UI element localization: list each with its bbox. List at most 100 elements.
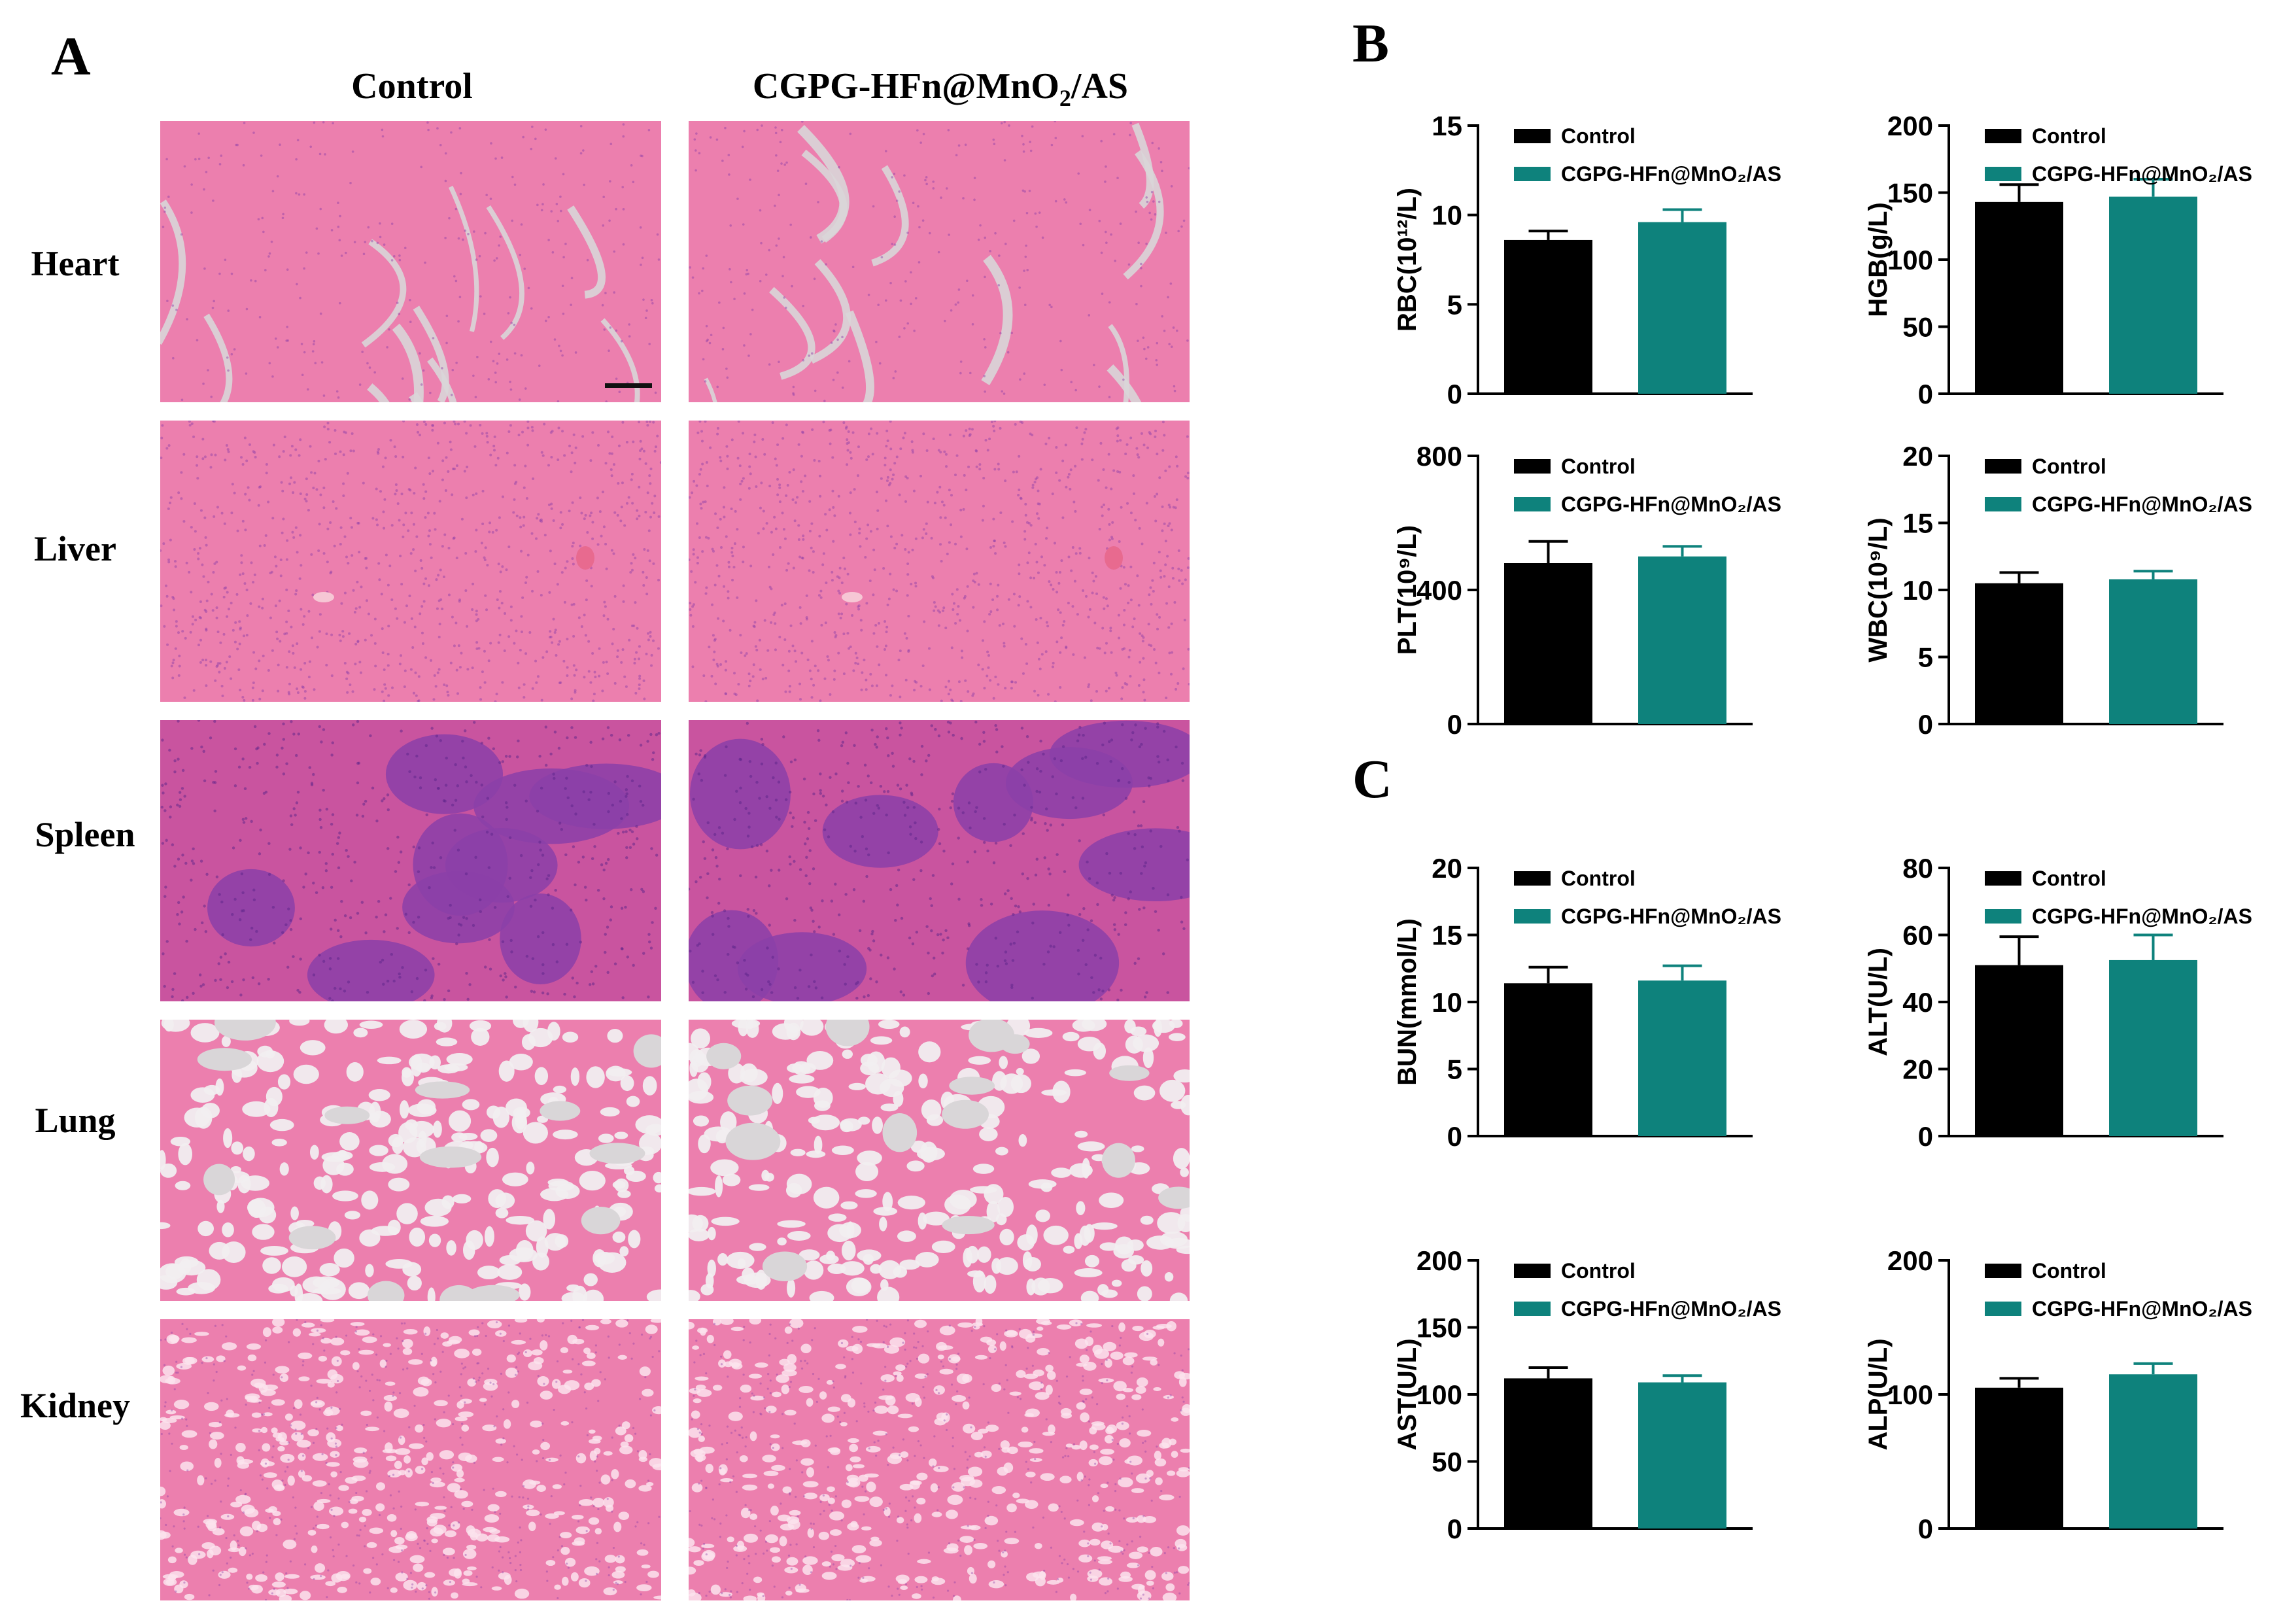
bar-control: [1975, 965, 2063, 1136]
legend-label: Control: [2032, 455, 2106, 478]
y-tick-label: 20: [1902, 1054, 1933, 1085]
y-tick-label: 20: [1432, 853, 1462, 884]
column-header-treated: CGPG-HFn@MnO2/AS: [752, 66, 1129, 112]
y-tick-label: 800: [1416, 441, 1462, 472]
legend-swatch: [1985, 909, 2021, 924]
y-axis-label: ALT(U/L): [1864, 948, 1893, 1056]
panel-label-a: A: [51, 26, 91, 87]
y-tick-label: 150: [1887, 178, 1933, 209]
legend-label: CGPG-HFn@MnO₂/AS: [1561, 162, 1781, 186]
legend-swatch: [1514, 1264, 1551, 1278]
row-label-heart: Heart: [31, 244, 120, 283]
y-axis-label: PLT(10⁹/L): [1393, 525, 1422, 655]
histology-lung-control: [160, 1020, 661, 1301]
column-header-control: Control: [351, 66, 473, 107]
y-axis-label: ALP(U/L): [1864, 1338, 1893, 1450]
legend-swatch: [1514, 1302, 1551, 1316]
y-tick-label: 0: [1447, 1121, 1462, 1152]
y-tick-label: 80: [1902, 853, 1933, 884]
histology-liver-treated: [689, 421, 1190, 702]
y-tick-label: 15: [1432, 920, 1462, 951]
y-axis-label: AST(U/L): [1393, 1338, 1422, 1450]
y-tick-label: 100: [1416, 1379, 1462, 1410]
y-tick-label: 60: [1902, 920, 1933, 951]
y-axis-label: HGB(g/L): [1864, 202, 1893, 317]
bar-treated: [2109, 959, 2197, 1136]
y-tick-label: 100: [1887, 1379, 1933, 1410]
chart-rbc: 0 5 10 15 RBC(10¹²/L) Control CGPG-HFn@MnO₂/AS: [1386, 98, 1870, 412]
y-tick-label: 5: [1447, 289, 1462, 320]
legend-swatch: [1514, 459, 1551, 474]
legend-swatch: [1514, 167, 1551, 181]
y-tick-label: 50: [1902, 312, 1933, 343]
legend-swatch: [1514, 497, 1551, 511]
bar-treated: [2109, 579, 2197, 724]
legend-swatch: [1514, 129, 1551, 143]
y-axis-label: BUN(mmol/L): [1393, 918, 1422, 1086]
legend-swatch: [1985, 1302, 2021, 1316]
chart-bun: 0 5 10 15 20 BUN(mmol/L) Control CGPG-HFn@MnO₂/…: [1386, 840, 1870, 1154]
legend-label: Control: [1561, 867, 1636, 890]
histology-kidney-control: [160, 1319, 661, 1600]
histology-spleen-treated: [689, 720, 1190, 1001]
y-axis-label: RBC(10¹²/L): [1393, 188, 1422, 332]
y-tick-label: 150: [1416, 1313, 1462, 1343]
y-tick-label: 5: [1447, 1054, 1462, 1085]
chart-hgb: 0 50 100 150 200 HGB(g/L) Control CGPG-HFn@MnO₂…: [1857, 98, 2283, 412]
y-tick-label: 0: [1918, 1513, 1933, 1544]
bar-treated: [1638, 556, 1726, 724]
legend-swatch: [1514, 909, 1551, 924]
panel-label-b: B: [1352, 13, 1390, 74]
y-tick-label: 10: [1432, 987, 1462, 1018]
bar-control: [1504, 239, 1592, 394]
row-label-spleen: Spleen: [35, 815, 135, 854]
panel-label-c: C: [1352, 749, 1392, 810]
y-tick-label: 0: [1447, 1513, 1462, 1544]
y-tick-label: 200: [1887, 111, 1933, 141]
legend-swatch: [1985, 497, 2021, 511]
y-tick-label: 50: [1432, 1447, 1462, 1477]
y-tick-label: 400: [1416, 575, 1462, 606]
bar-treated: [2109, 1374, 2197, 1529]
legend-label: Control: [1561, 124, 1636, 148]
y-tick-label: 0: [1918, 1121, 1933, 1152]
scale-bar: [605, 383, 652, 388]
bar-control: [1504, 983, 1592, 1136]
row-label-lung: Lung: [35, 1101, 116, 1140]
bar-treated: [2109, 196, 2197, 394]
y-tick-label: 0: [1918, 709, 1933, 740]
histology-kidney-treated: [689, 1319, 1190, 1600]
histology-heart-control: [160, 121, 661, 402]
legend-swatch: [1985, 459, 2021, 474]
y-tick-label: 100: [1887, 245, 1933, 275]
bar-treated: [1638, 1382, 1726, 1529]
legend-label: CGPG-HFn@MnO₂/AS: [1561, 492, 1781, 516]
chart-alp: 0 100 200 ALP(U/L) Control CGPG-HFn@MnO₂/AS: [1857, 1233, 2283, 1547]
legend-label: Control: [1561, 1259, 1636, 1283]
legend-swatch: [1985, 1264, 2021, 1278]
legend-swatch: [1985, 871, 2021, 886]
bar-control: [1975, 201, 2063, 394]
legend-label: CGPG-HFn@MnO₂/AS: [2032, 492, 2252, 516]
y-tick-label: 15: [1432, 111, 1462, 141]
histology-liver-control: [160, 421, 661, 702]
row-label-kidney: Kidney: [20, 1386, 131, 1425]
histology-heart-treated: [689, 121, 1190, 402]
chart-wbc: 0 5 10 15 20 WBC(10⁹/L) Control CGPG-HFn@MnO₂/A…: [1857, 428, 2283, 742]
legend-label: Control: [2032, 1259, 2106, 1283]
y-tick-label: 15: [1902, 508, 1933, 539]
legend-label: Control: [2032, 867, 2106, 890]
y-tick-label: 0: [1447, 709, 1462, 740]
legend-label: CGPG-HFn@MnO₂/AS: [1561, 1297, 1781, 1321]
y-tick-label: 5: [1918, 642, 1933, 673]
bar-treated: [1638, 222, 1726, 394]
y-tick-label: 10: [1432, 200, 1462, 231]
legend-swatch: [1985, 129, 2021, 143]
legend-label: CGPG-HFn@MnO₂/AS: [2032, 905, 2252, 928]
chart-alt: 0 20 40 60 80 ALT(U/L) Control CGPG-HFn@MnO₂/AS: [1857, 840, 2283, 1154]
bar-treated: [1638, 980, 1726, 1136]
legend-swatch: [1514, 871, 1551, 886]
y-axis-label: WBC(10⁹/L): [1864, 517, 1893, 662]
legend-swatch: [1985, 167, 2021, 181]
y-tick-label: 40: [1902, 987, 1933, 1018]
